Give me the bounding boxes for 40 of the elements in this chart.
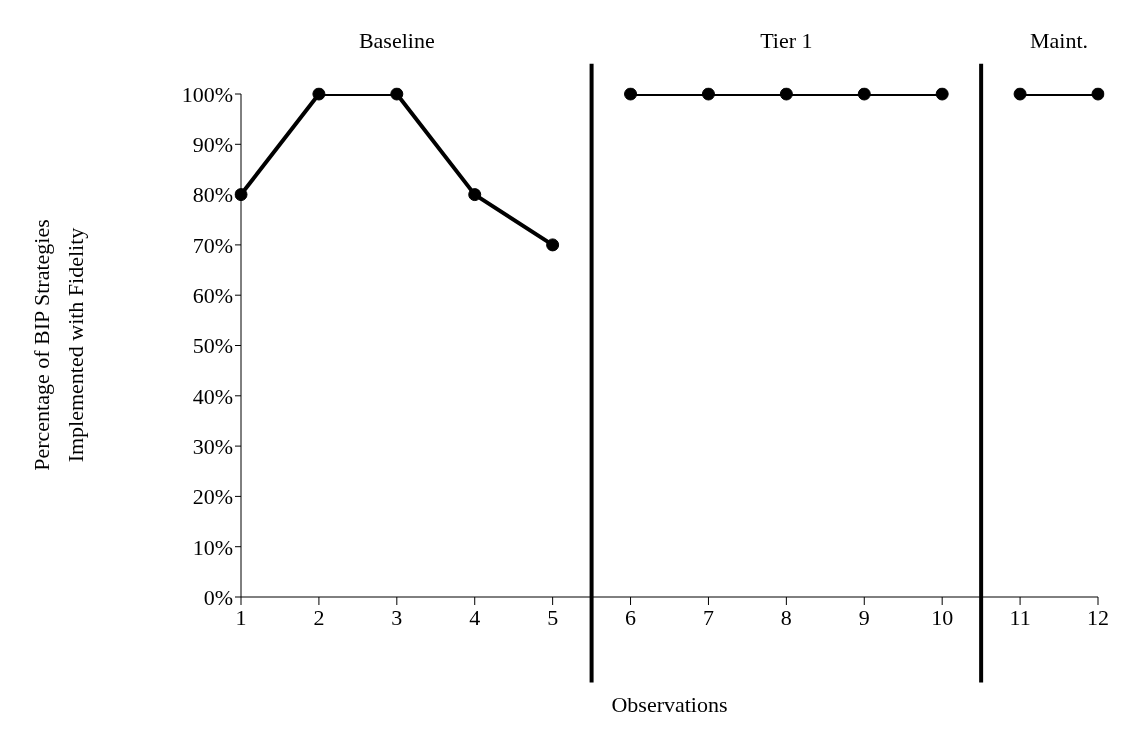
- x-tick-label: 6: [625, 604, 637, 630]
- x-tick-label: 5: [547, 604, 559, 630]
- y-tick-label: 80%: [192, 182, 233, 208]
- text: Tier 1: [759, 28, 814, 54]
- point: [312, 87, 326, 101]
- y-tick-label: 100%: [181, 81, 233, 107]
- y-tick-label: 10%: [192, 534, 233, 560]
- point: [390, 87, 404, 101]
- text: Baseline: [357, 28, 436, 54]
- x-tick-label: 1: [235, 604, 247, 630]
- y-tick-label: 70%: [192, 232, 233, 258]
- x-tick-label: 4: [469, 604, 481, 630]
- x-axis-title: Observations: [610, 692, 729, 718]
- text: Maint.: [1029, 28, 1090, 54]
- y-tick-label: 40%: [192, 383, 233, 409]
- point: [234, 188, 248, 202]
- x-tick-label: 12: [1087, 604, 1109, 630]
- x-tick-label: 3: [391, 604, 403, 630]
- y-tick-label: 20%: [192, 484, 233, 510]
- y-tick-label: 90%: [192, 132, 233, 158]
- x-tick-label: 11: [1009, 604, 1031, 630]
- x-tick-label: 2: [313, 604, 325, 630]
- x-tick-label: 10: [931, 604, 954, 630]
- x-tick-label: 8: [780, 604, 792, 630]
- y-tick-label: 30%: [192, 433, 233, 459]
- y-tick-label: 0%: [203, 584, 233, 610]
- y-tick-label: 60%: [192, 283, 233, 309]
- x-tick-label: 7: [702, 604, 714, 630]
- point: [468, 188, 482, 202]
- point: [857, 87, 871, 101]
- point: [701, 87, 715, 101]
- point: [624, 87, 638, 101]
- point: [779, 87, 793, 101]
- point: [1013, 87, 1027, 101]
- point: [935, 87, 949, 101]
- y-tick-label: 50%: [192, 333, 233, 359]
- point: [1091, 87, 1105, 101]
- point: [546, 238, 560, 252]
- y-axis-title: Percentage of BIP Strategies Implemented with Fidelity: [28, 218, 89, 473]
- x-tick-label: 9: [858, 604, 870, 630]
